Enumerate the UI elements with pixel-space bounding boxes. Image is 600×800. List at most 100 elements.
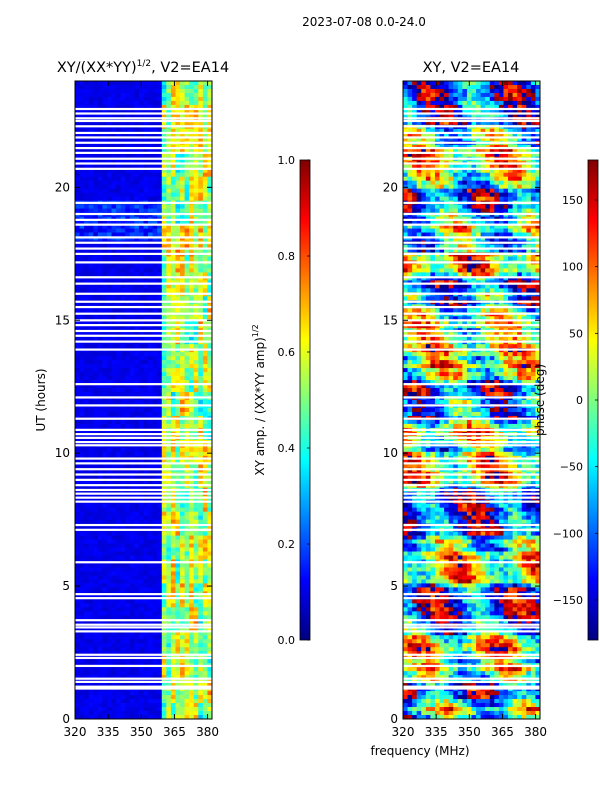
x-tick-label: 335 <box>425 725 448 739</box>
colorbar-tick-label: 0.2 <box>278 538 296 551</box>
flagged-time-gap <box>75 478 212 481</box>
phase-panel: XY, V2=EA14 320 335 350 365 380 0 5 10 15 20 freq… <box>370 60 547 758</box>
flagged-time-gap <box>75 312 212 315</box>
flagged-time-gap <box>403 523 540 527</box>
y-tick-label: 0 <box>390 712 398 726</box>
flagged-time-gap <box>75 593 212 596</box>
flagged-time-gap <box>75 305 212 309</box>
flagged-time-gap <box>403 488 540 492</box>
flagged-time-gap <box>75 630 212 633</box>
flagged-time-gap <box>75 218 212 221</box>
flagged-time-gap <box>403 340 540 343</box>
amp-colorbar-label: XY amp. / (XX*YY amp)1/2 <box>251 324 267 475</box>
flagged-time-gap <box>403 597 540 600</box>
flagged-time-gap <box>75 484 212 487</box>
flagged-time-gap <box>403 247 540 250</box>
flagged-time-gap <box>403 151 540 154</box>
flagged-time-gap <box>75 687 212 690</box>
x-tick-label: 380 <box>524 725 547 739</box>
y-tick-label: 0 <box>62 712 70 726</box>
flagged-time-gap <box>403 223 540 226</box>
flagged-time-gap <box>75 561 212 564</box>
flagged-time-gap <box>403 433 540 436</box>
amp-plot-frame <box>74 80 213 720</box>
flagged-time-gap <box>75 680 212 683</box>
x-tick-label: 350 <box>458 725 481 739</box>
flagged-time-gap <box>75 597 212 600</box>
flagged-time-gap <box>403 324 540 327</box>
flagged-time-gap <box>403 112 540 115</box>
flagged-time-gap <box>403 319 540 322</box>
flagged-time-gap <box>403 136 540 139</box>
flagged-time-gap <box>403 305 540 309</box>
flagged-time-gap <box>403 131 540 135</box>
colorbar-tick-label: 0.0 <box>278 634 296 647</box>
flagged-time-gap <box>75 656 212 660</box>
flagged-time-gap <box>75 436 212 439</box>
phase-xlabel: frequency (MHz) <box>370 744 469 758</box>
flagged-time-gap <box>403 417 540 420</box>
flagged-time-gap <box>75 261 212 264</box>
flagged-time-gap <box>75 492 212 495</box>
flagged-time-gap <box>403 261 540 264</box>
x-tick-label: 365 <box>163 725 186 739</box>
amp-colorbar: 0.0 0.2 0.4 0.6 0.8 1.0 XY amp. / (XX*YY amp)… <box>251 154 311 647</box>
flagged-time-gap <box>75 664 212 668</box>
flagged-time-gap <box>75 496 212 499</box>
amp-panel: XY/(XX*YY)1/2, V2=EA14 320 335 350 365 380 0 5… <box>34 59 229 739</box>
flagged-time-gap <box>403 630 540 633</box>
phase-colorbar-ticks: −150 −100 −50 0 50 100 150 <box>553 194 598 607</box>
colorbar-tick-label: 1.0 <box>278 154 296 167</box>
x-tick-label: 320 <box>64 725 87 739</box>
flagged-time-gap <box>75 528 212 531</box>
flagged-time-gap <box>403 119 540 123</box>
flagged-time-gap <box>75 107 212 111</box>
flagged-time-gap <box>403 656 540 660</box>
flagged-time-gap <box>75 685 212 688</box>
flagged-time-gap <box>75 241 212 244</box>
flagged-time-gap <box>75 252 212 255</box>
flagged-time-gap <box>75 162 212 165</box>
flagged-time-gap <box>403 457 540 460</box>
flagged-time-gap <box>75 417 212 420</box>
flagged-time-gap <box>75 677 212 680</box>
amp-axes: 320 335 350 365 380 0 5 10 15 20 <box>55 81 219 739</box>
flagged-time-gap <box>403 329 540 333</box>
y-tick-label: 20 <box>55 180 70 194</box>
flagged-time-gap <box>403 312 540 315</box>
flagged-time-gap <box>403 334 540 337</box>
flagged-time-gap <box>75 473 212 476</box>
amp-ylabel: UT (hours) <box>34 368 48 431</box>
flagged-time-gap <box>75 433 212 436</box>
flagged-time-gap <box>403 677 540 680</box>
flagged-time-gap <box>75 468 212 471</box>
flagged-time-gap <box>403 444 540 447</box>
colorbar-tick-label: −50 <box>560 461 583 474</box>
flagged-time-gap <box>403 383 540 386</box>
y-tick-label: 10 <box>383 446 398 460</box>
colorbar-tick-label: −100 <box>553 527 583 540</box>
flagged-time-gap <box>403 623 540 626</box>
flagged-time-gap <box>403 496 540 499</box>
flagged-time-gap <box>403 300 540 303</box>
flagged-time-gap <box>403 396 540 399</box>
flagged-time-gap <box>75 340 212 343</box>
colorbar-tick-label: 0.4 <box>278 442 296 455</box>
flagged-time-gap <box>75 619 212 622</box>
flagged-time-gap <box>75 212 212 216</box>
flagged-time-gap <box>75 444 212 447</box>
flagged-time-gap <box>403 157 540 160</box>
flagged-time-gap <box>75 247 212 250</box>
flagged-time-gap <box>75 324 212 327</box>
amp-title: XY/(XX*YY)1/2, V2=EA14 <box>57 59 229 76</box>
flagged-time-gap <box>75 623 212 626</box>
flagged-time-gap <box>403 462 540 465</box>
amp-heatmap <box>75 81 213 720</box>
flagged-time-gap <box>75 276 212 279</box>
flagged-time-gap <box>403 282 540 285</box>
flagged-time-gap <box>403 428 540 431</box>
flagged-time-gap <box>403 117 540 120</box>
flagged-time-gap <box>403 276 540 279</box>
flagged-time-gap <box>75 441 212 444</box>
